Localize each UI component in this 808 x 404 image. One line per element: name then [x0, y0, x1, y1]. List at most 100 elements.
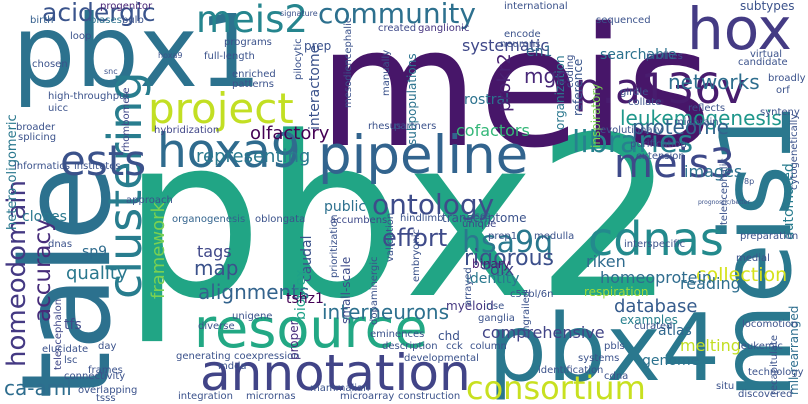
word-oblongata: oblongata: [255, 215, 305, 225]
word-images: images: [684, 164, 742, 180]
word-cofactors: cofactors: [456, 123, 530, 139]
word-patterns: patterns: [232, 80, 274, 90]
word-accuracy: accuracy: [32, 218, 55, 322]
word-lscs: lscs: [472, 212, 491, 222]
word-embryonic: embryonic: [412, 229, 422, 282]
word-small-scale: small-scale: [340, 257, 352, 324]
word-approach: approach: [126, 196, 173, 206]
word-midbrain: midbrain: [674, 118, 719, 128]
word-comprehensive: comprehensive: [482, 325, 605, 341]
word-full-length: full-length: [204, 52, 255, 62]
word-hybridization: hybridization: [154, 126, 219, 136]
word-broadly: broadly: [768, 74, 806, 84]
word-organogenesis: organogenesis: [172, 215, 245, 225]
word-cdna: cdna: [604, 372, 628, 382]
word-ganglia: ganglia: [478, 314, 515, 324]
word-mdda: mdda: [218, 362, 247, 372]
word-prep1: prep1: [488, 232, 517, 242]
word-virtual: virtual: [750, 50, 782, 60]
word-hindlimb: hindlimb: [400, 214, 443, 224]
word-eminences: eminences: [370, 330, 424, 340]
word-dnas: dnas: [48, 240, 72, 250]
word-homeoprotein: homeoprotein: [600, 270, 712, 286]
word-telencephalic: telencephalic: [720, 158, 730, 225]
word-tags: tags: [197, 244, 232, 260]
word-developmental: developmental: [404, 354, 479, 364]
word-institutes: institutes: [74, 162, 121, 172]
word-telencephalon: telencephalon: [54, 299, 64, 370]
word-dopaminergic: dopaminergic: [370, 256, 380, 325]
word-locomotion: locomotion: [742, 320, 798, 330]
word-prep: prep: [304, 40, 331, 52]
word-discovered: discovered: [738, 390, 792, 400]
word-representing: representing: [196, 148, 310, 166]
word-engrailed: engrailed: [522, 291, 532, 338]
word-interactome: interactome: [308, 45, 322, 130]
word-curated: curated: [634, 322, 673, 332]
word-connectivity: connectivity: [64, 372, 125, 382]
word-genome: genome: [642, 354, 699, 368]
word-day: day: [98, 342, 116, 352]
word-ganglionic: ganglionic: [418, 24, 469, 34]
word-rise: rise: [486, 302, 504, 312]
word-splicing: splicing: [18, 133, 56, 143]
word-tsss: tsss: [96, 394, 116, 404]
word-purification: purification: [630, 140, 687, 150]
word-microarray: microarray: [340, 392, 394, 402]
word-diverse: diverse: [198, 322, 235, 332]
word-programs: programs: [224, 38, 272, 48]
word-mesodiencephalic: mesodiencephalic: [344, 18, 354, 108]
word-tfs: tfs: [64, 318, 82, 332]
word-birth: birth: [30, 16, 54, 26]
word-identity: identity: [466, 272, 519, 286]
word-public: public: [324, 200, 366, 214]
word-sequenced: sequenced: [596, 16, 651, 26]
word-medulla: medulla: [534, 232, 574, 242]
word-systems: systems: [578, 354, 619, 364]
word-biases: biases: [90, 16, 122, 26]
word-cytogenetically: cytogenetically: [790, 114, 800, 190]
word-coding: coding: [566, 55, 576, 88]
word-signature: signature: [280, 10, 318, 18]
word-informatics: informatics: [14, 162, 70, 172]
word-binary: binary: [472, 258, 510, 270]
word-preparation: preparation: [740, 232, 798, 242]
word-orf: orf: [776, 86, 790, 96]
word-framework: framework: [150, 202, 168, 299]
word-elucidate: elucidate: [42, 345, 88, 355]
word-uicc: uicc: [48, 104, 68, 114]
word-created: created: [378, 24, 416, 34]
word-manually: manually: [382, 50, 392, 96]
word-rhesus: rhesus: [368, 122, 401, 132]
word-evolutionary: evolutionary: [600, 126, 663, 136]
word-sp9: sp9: [82, 245, 107, 259]
word-tshz1: tshz1: [286, 292, 324, 306]
word-extension: extension: [636, 152, 685, 162]
word-validation: validation: [386, 213, 396, 262]
word-identification: identification: [538, 366, 603, 376]
word-hoxa9-small: hoxa9: [158, 52, 182, 60]
word-networks: networks: [668, 72, 760, 92]
word-micrornas: micrornas: [246, 392, 296, 402]
word-prognostic-better: prognostic/better: [698, 200, 750, 206]
word-mgc: mgc: [524, 66, 567, 86]
word-melting: melting: [680, 338, 741, 354]
word-cck: cck: [446, 342, 463, 352]
word-progenitor: progenitor: [100, 2, 152, 12]
word-reflects: reflects: [688, 104, 725, 114]
word-clones: clones: [22, 210, 67, 224]
word-pbls: pbls: [604, 342, 625, 352]
word-bulb: bulb: [122, 16, 144, 26]
word-lsc: lsc: [64, 356, 78, 366]
word-collate: collate: [628, 98, 661, 108]
word-unigene: unigene: [232, 312, 272, 322]
word-integration: integration: [178, 392, 233, 402]
word-interspecific: interspecific: [624, 240, 685, 250]
word-neurons: neurons: [500, 40, 540, 50]
word-quality: quality: [66, 265, 128, 283]
word-column: column: [470, 342, 507, 352]
word-inspiratory: inspiratory: [590, 83, 602, 148]
word-map: map: [194, 258, 238, 278]
word-meis2: meis2: [196, 1, 308, 38]
